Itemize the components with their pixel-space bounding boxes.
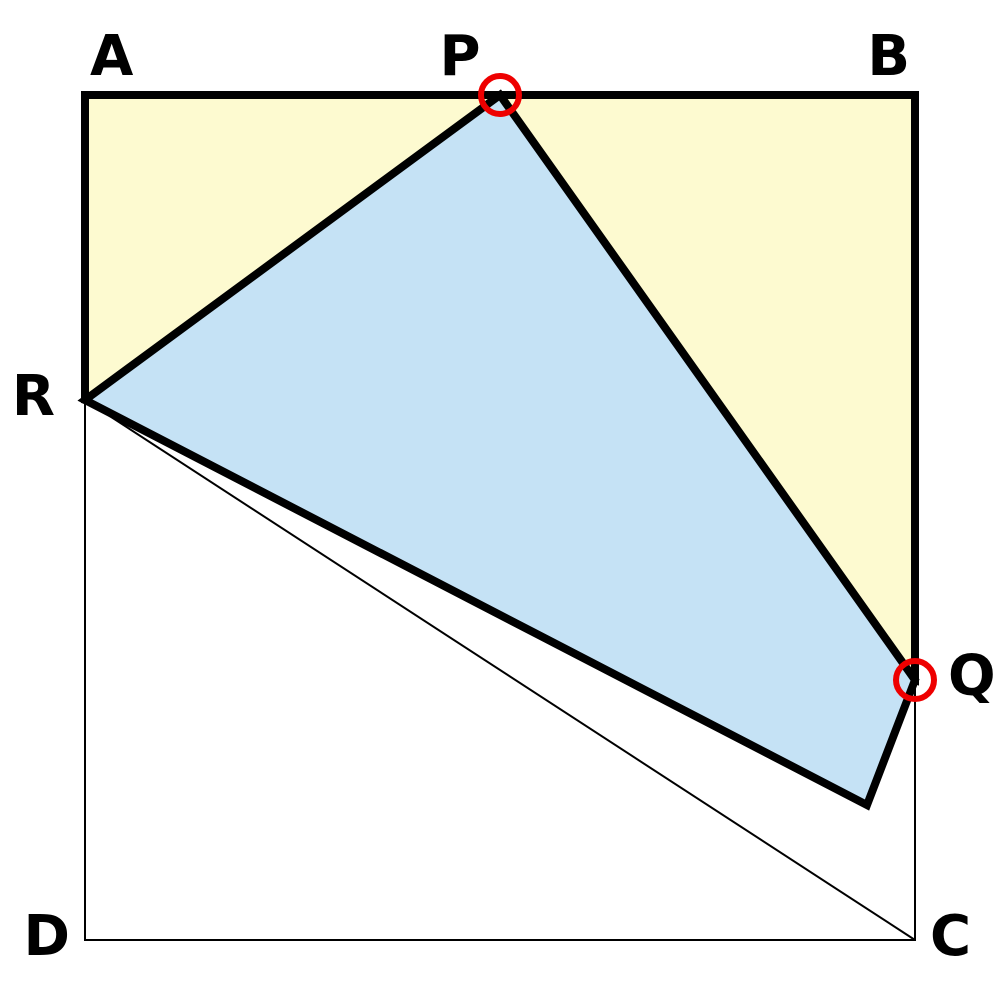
label-b: B	[867, 24, 910, 89]
label-c: C	[930, 904, 971, 969]
label-d: D	[24, 904, 70, 969]
geometry-diagram: A B C D P Q R	[0, 0, 1000, 1000]
label-q: Q	[948, 644, 996, 709]
label-p: P	[439, 24, 480, 89]
label-a: A	[90, 24, 134, 89]
label-r: R	[12, 364, 55, 429]
